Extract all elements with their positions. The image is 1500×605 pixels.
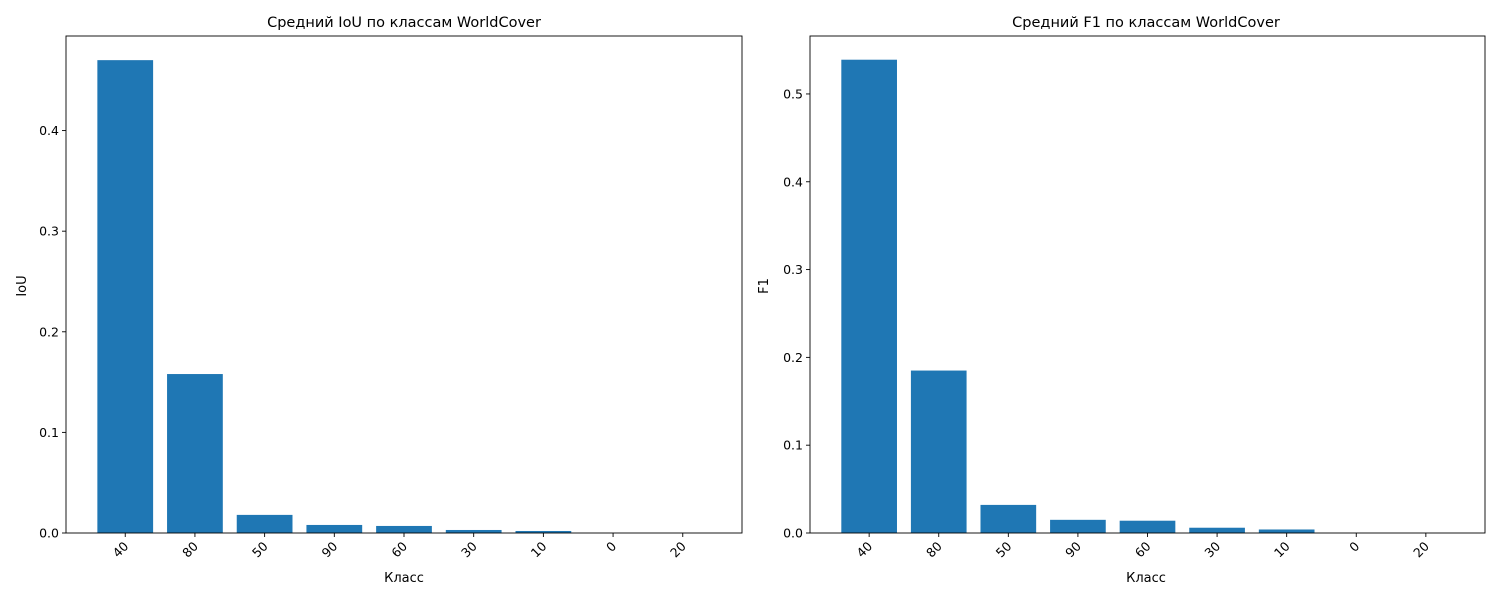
bar-10 <box>515 530 572 533</box>
y-tick-label: 0.4 <box>39 123 59 138</box>
y-tick-label: 0.3 <box>783 262 803 277</box>
bar-80 <box>167 374 223 533</box>
y-tick-label: 0.2 <box>39 324 59 339</box>
y-tick-label: 0.2 <box>783 350 803 365</box>
bar-80 <box>910 370 967 533</box>
bar-60 <box>1119 520 1176 533</box>
x-tick-label: 30 <box>1201 538 1223 560</box>
bar-60 <box>376 525 432 533</box>
y-tick-label: 0.1 <box>783 438 803 453</box>
x-tick-label: 40 <box>110 538 132 560</box>
y-tick-label: 0.0 <box>783 526 803 541</box>
bar-30 <box>445 529 502 533</box>
y-axis-label: IoU <box>15 275 30 296</box>
x-tick-label: 60 <box>388 538 410 560</box>
x-tick-label: 30 <box>458 538 480 560</box>
x-tick-label: 50 <box>993 538 1015 560</box>
x-tick-label: 20 <box>1410 538 1432 560</box>
x-axis-label: Класс <box>1126 571 1166 586</box>
x-tick-label: 10 <box>528 538 550 560</box>
y-tick-label: 0.3 <box>39 224 59 239</box>
y-tick-label: 0.1 <box>39 425 59 440</box>
chart-f1: Средний F1 по классам WorldCover Класс F… <box>757 15 1486 586</box>
bar-50 <box>236 514 293 533</box>
chart-title: Средний F1 по классам WorldCover <box>1012 15 1280 31</box>
x-tick-label: 40 <box>853 538 875 560</box>
x-tick-label: 60 <box>1132 538 1154 560</box>
bar-90 <box>1050 519 1106 533</box>
x-tick-label: 90 <box>319 538 341 560</box>
x-tick-label: 10 <box>1271 538 1293 560</box>
x-tick-label: 0 <box>1346 538 1362 554</box>
y-tick-label: 0.5 <box>783 86 803 101</box>
y-axis-label: F1 <box>757 278 772 294</box>
chart-title: Средний IoU по классам WorldCover <box>267 15 541 31</box>
bar-10 <box>1258 529 1315 533</box>
y-tick-label: 0.4 <box>783 174 803 189</box>
bar-30 <box>1189 527 1245 533</box>
y-tick-label: 0.0 <box>39 526 59 541</box>
chart-iou: Средний IoU по классам WorldCover Класс … <box>15 15 743 586</box>
x-tick-label: 50 <box>249 538 271 560</box>
bar-50 <box>980 504 1037 533</box>
bar-90 <box>306 524 363 533</box>
x-tick-label: 80 <box>179 538 201 560</box>
bar-40 <box>841 59 897 533</box>
x-tick-label: 90 <box>1062 538 1084 560</box>
x-axis-label: Класс <box>384 571 424 586</box>
x-tick-label: 20 <box>667 538 689 560</box>
x-tick-label: 80 <box>923 538 945 560</box>
x-tick-label: 0 <box>603 538 619 554</box>
bar-40 <box>97 60 154 533</box>
